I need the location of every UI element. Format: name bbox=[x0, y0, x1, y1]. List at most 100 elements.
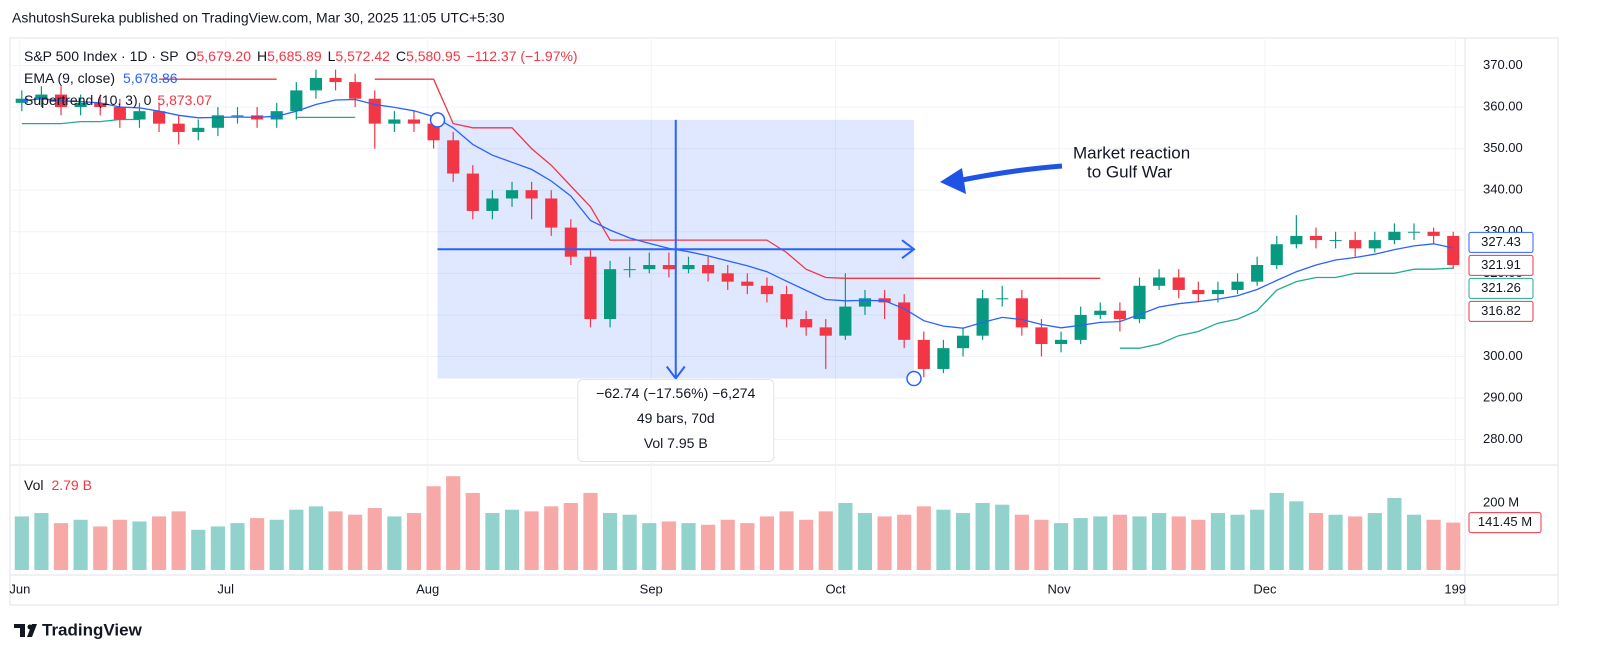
legend-c-label: C bbox=[396, 48, 406, 64]
measure-arrow bbox=[901, 239, 916, 260]
volume-bar bbox=[191, 529, 206, 570]
candle-body bbox=[1427, 231, 1440, 236]
y-tick-label: 280.00 bbox=[1483, 431, 1523, 446]
candle-body bbox=[643, 265, 656, 270]
candle-body bbox=[898, 302, 911, 340]
brand[interactable]: TradingView bbox=[42, 620, 143, 639]
candle-body bbox=[133, 111, 146, 120]
annotation: Market reaction bbox=[1073, 143, 1190, 162]
volume-bar bbox=[1387, 497, 1402, 570]
candle-body bbox=[309, 77, 323, 91]
candle-body bbox=[447, 140, 460, 174]
candle-body bbox=[1074, 314, 1087, 340]
volume-bar bbox=[406, 513, 422, 570]
candle-body bbox=[800, 319, 813, 328]
volume-bar bbox=[818, 511, 833, 570]
volume-bar bbox=[1348, 516, 1363, 570]
header: AshutoshSureka published on TradingView.… bbox=[12, 10, 505, 26]
candle-body bbox=[407, 119, 421, 124]
candle-body bbox=[996, 298, 1009, 300]
volume-bar bbox=[73, 519, 88, 570]
legend-row: EMA (9, close) 5,678.86 bbox=[24, 70, 178, 86]
price-badge bbox=[1468, 300, 1534, 322]
x-tick-label: Aug bbox=[416, 581, 439, 596]
volume-bar bbox=[446, 476, 461, 570]
candle-body bbox=[1368, 240, 1381, 249]
legend-row: Supertrend (10, 3) 0 5,873.07 bbox=[24, 92, 212, 108]
volume-badge bbox=[1468, 512, 1542, 534]
candle-body bbox=[1251, 265, 1264, 282]
candle-body bbox=[741, 281, 754, 286]
volume-bar bbox=[524, 511, 539, 570]
volume-bar bbox=[563, 503, 578, 570]
candle-body bbox=[1192, 289, 1205, 295]
candle-body bbox=[858, 298, 872, 307]
candle-body bbox=[682, 265, 695, 270]
volume-bar bbox=[34, 513, 49, 570]
legend-vol-value: 2.79 B bbox=[51, 477, 91, 493]
legend-l: 5,572.42 bbox=[335, 48, 390, 64]
candle-body bbox=[956, 335, 970, 349]
volume-bar bbox=[1014, 514, 1029, 570]
candle-body bbox=[231, 115, 244, 117]
candle-body bbox=[780, 294, 793, 320]
candle-body bbox=[192, 127, 205, 132]
candle-body bbox=[35, 94, 48, 99]
x-tick-label: Sep bbox=[640, 581, 663, 596]
candle-body bbox=[329, 77, 342, 83]
volume-bar bbox=[857, 513, 873, 570]
volume-bar bbox=[955, 513, 971, 570]
volume-bar bbox=[1250, 509, 1265, 570]
volume-bar bbox=[1328, 514, 1343, 570]
candle-body bbox=[1035, 327, 1048, 345]
candle-body bbox=[1447, 235, 1460, 266]
x-tick-label: Jun bbox=[9, 581, 30, 596]
legend-symbol: S&P 500 Index · 1D · SP bbox=[24, 48, 179, 64]
volume-bar bbox=[544, 506, 559, 570]
volume-bar bbox=[230, 523, 245, 570]
candle-body bbox=[113, 107, 126, 120]
volume-bar bbox=[701, 524, 716, 570]
x-tick-label: Dec bbox=[1253, 581, 1277, 596]
legend-row: Vol 2.79 B bbox=[24, 477, 92, 493]
legend-h-label: H bbox=[257, 48, 267, 64]
candle-body bbox=[1309, 235, 1323, 241]
y-tick-label: 200 M bbox=[1483, 494, 1519, 509]
volume-bar bbox=[916, 506, 931, 570]
volume-bar bbox=[1053, 523, 1069, 570]
candle-body bbox=[505, 190, 519, 199]
y-tick-label: 360.00 bbox=[1483, 98, 1523, 113]
legend-vol-name: Vol bbox=[24, 477, 43, 493]
y-tick-label: 370.00 bbox=[1483, 57, 1523, 72]
brand-logo-dot bbox=[27, 624, 33, 630]
candle-body bbox=[486, 198, 499, 211]
candle-body bbox=[1407, 231, 1421, 233]
candle-body bbox=[702, 265, 715, 274]
volume-bar bbox=[348, 514, 363, 570]
price-badge-label: 321.91 bbox=[1481, 257, 1521, 272]
volume-bar bbox=[1034, 519, 1049, 570]
supertrend-line bbox=[159, 78, 1101, 279]
volume-bar bbox=[975, 503, 990, 570]
volume-bar bbox=[1093, 516, 1108, 570]
volume-bar bbox=[995, 504, 1010, 570]
legend-h: 5,685.89 bbox=[267, 48, 322, 64]
candle-body bbox=[368, 98, 381, 124]
candle-body bbox=[1211, 289, 1225, 295]
candle-body bbox=[584, 256, 597, 320]
candle-body bbox=[290, 90, 303, 112]
candle-body bbox=[1290, 235, 1303, 245]
volume-bar bbox=[799, 519, 814, 570]
candle-body bbox=[172, 123, 185, 132]
volume-bar bbox=[269, 519, 284, 570]
y-tick-label: 300.00 bbox=[1483, 348, 1523, 363]
volume-bar bbox=[53, 523, 69, 570]
candle-body bbox=[388, 119, 401, 124]
volume-bar bbox=[1269, 492, 1284, 570]
candle-body bbox=[917, 339, 930, 369]
y-tick-label: 340.00 bbox=[1483, 182, 1523, 197]
measure-text: 49 bars, 70d bbox=[637, 410, 715, 426]
legend-st-value: 5,873.07 bbox=[157, 92, 212, 108]
candle-body bbox=[1329, 240, 1342, 242]
candle-body bbox=[1113, 310, 1126, 320]
